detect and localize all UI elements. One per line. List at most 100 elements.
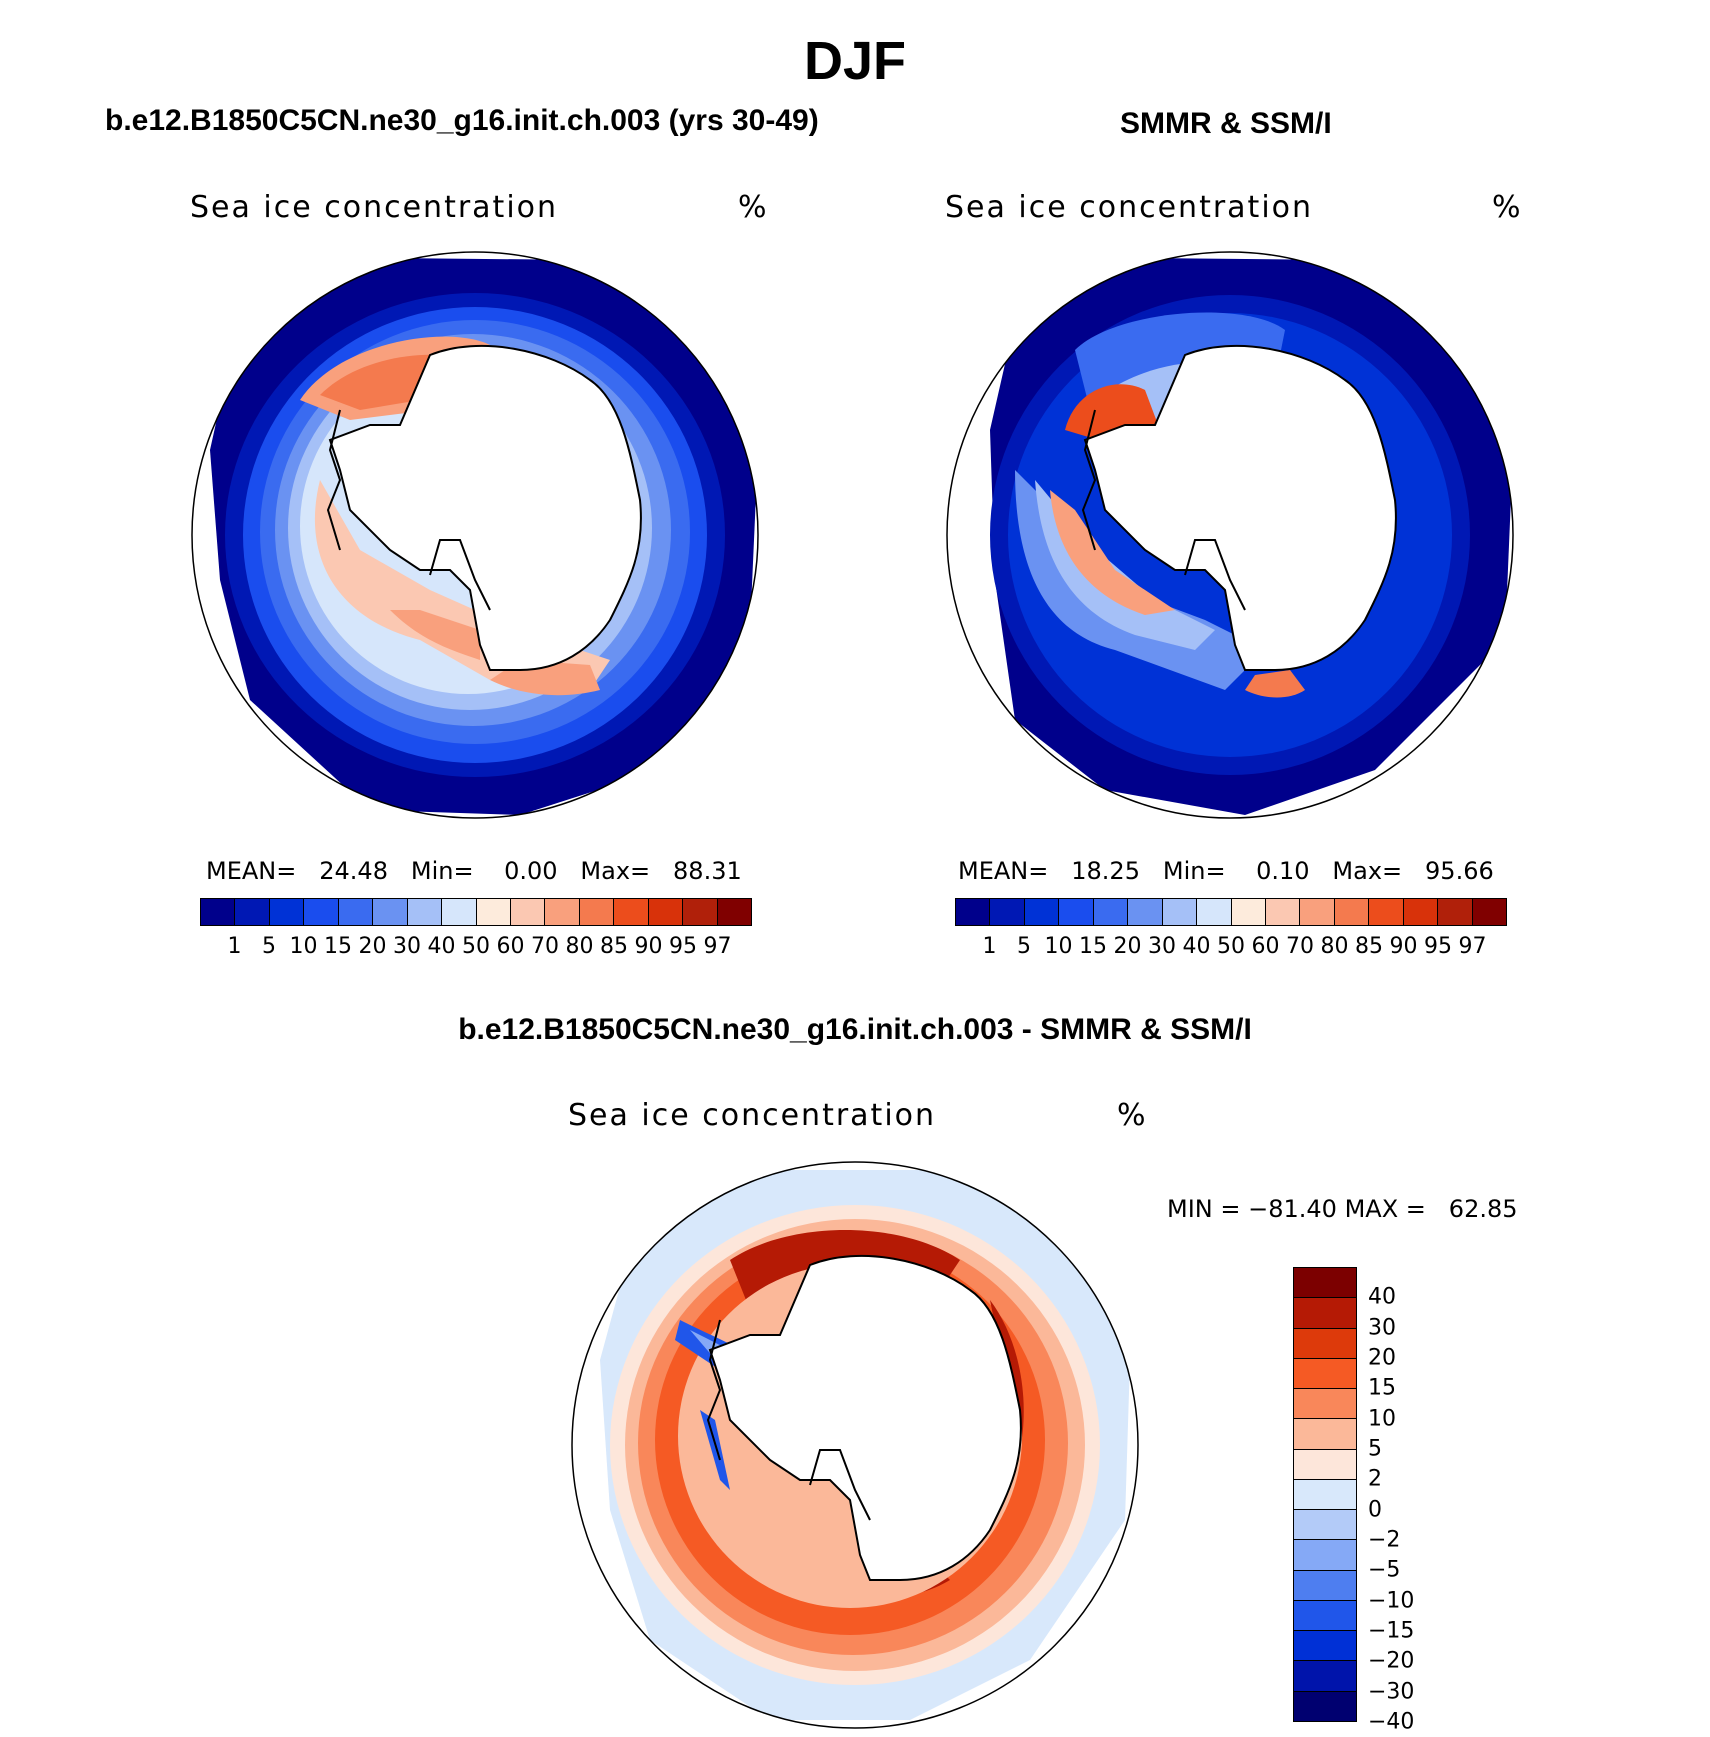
obs-colorbar-labels: 1 5 10 15 20 30 40 50 60 70 80 85 90 95 97 bbox=[955, 934, 1507, 962]
diff-colorbar bbox=[1293, 1267, 1357, 1722]
obs-colorbar-tick-label: 85 bbox=[1355, 934, 1383, 959]
diff-colorbar-tick-label: −15 bbox=[1368, 1618, 1415, 1644]
obs-sea-ice-field bbox=[947, 252, 1513, 818]
diff-colorbar-tick-label: 40 bbox=[1368, 1284, 1396, 1310]
model-colorbar-swatch bbox=[476, 899, 511, 925]
model-colorbar-swatch bbox=[683, 899, 718, 925]
obs-colorbar-swatch bbox=[1093, 899, 1129, 925]
model-polar-map bbox=[191, 251, 759, 819]
model-colorbar-swatch bbox=[579, 899, 615, 925]
obs-colorbar bbox=[955, 898, 1507, 926]
model-mean-value: 24.48 bbox=[319, 857, 388, 885]
diff-sea-ice-field bbox=[572, 1162, 1138, 1728]
model-colorbar-swatch bbox=[304, 899, 339, 925]
obs-colorbar-tick-label: 70 bbox=[1286, 934, 1314, 959]
diff-units: % bbox=[1117, 1098, 1148, 1133]
obs-colorbar-tick-label: 95 bbox=[1424, 934, 1452, 959]
diff-colorbar-swatch bbox=[1294, 1540, 1356, 1571]
diff-colorbar-labels: 40 30 20 15 10 5 2 0 −2 −5 −10 −15 −20 −30 −40 bbox=[1368, 1267, 1488, 1735]
diff-max-value: 62.85 bbox=[1448, 1195, 1518, 1223]
model-colorbar-swatch bbox=[269, 899, 305, 925]
model-colorbar-swatch bbox=[717, 899, 751, 925]
obs-colorbar-tick-label: 50 bbox=[1217, 934, 1245, 959]
obs-colorbar-tick-label: 1 bbox=[982, 934, 997, 959]
obs-colorbar-tick-label: 90 bbox=[1389, 934, 1418, 959]
model-colorbar-labels: 1 5 10 15 20 30 40 50 60 70 80 85 90 95 97 bbox=[200, 934, 752, 962]
model-max-value: 88.31 bbox=[673, 857, 742, 885]
model-colorbar bbox=[200, 898, 752, 926]
diff-min-label: MIN = bbox=[1167, 1195, 1241, 1223]
model-colorbar-tick-label: 95 bbox=[669, 934, 697, 959]
model-units: % bbox=[738, 190, 769, 225]
model-colorbar-tick-label: 1 bbox=[227, 934, 242, 959]
model-colorbar-swatch bbox=[510, 899, 546, 925]
obs-colorbar-swatch bbox=[1024, 899, 1060, 925]
model-colorbar-tick-label: 15 bbox=[324, 934, 352, 959]
obs-colorbar-tick-label: 60 bbox=[1251, 934, 1280, 959]
obs-stats: MEAN= 18.25 Min= 0.10 Max= 95.66 bbox=[958, 857, 1494, 885]
model-sea-ice-field bbox=[192, 252, 758, 818]
obs-colorbar-swatch bbox=[1059, 899, 1094, 925]
model-colorbar-tick-label: 50 bbox=[462, 934, 490, 959]
model-colorbar-tick-label: 5 bbox=[262, 934, 276, 959]
obs-colorbar-swatch bbox=[1369, 899, 1404, 925]
model-colorbar-tick-label: 70 bbox=[531, 934, 559, 959]
model-colorbar-swatch bbox=[235, 899, 270, 925]
obs-colorbar-tick-label: 40 bbox=[1182, 934, 1211, 959]
obs-colorbar-swatch bbox=[1472, 899, 1506, 925]
model-max-label: Max= bbox=[580, 857, 651, 885]
model-panel-title: b.e12.B1850C5CN.ne30_g16.init.ch.003 (yr… bbox=[105, 104, 819, 137]
obs-colorbar-tick-label: 80 bbox=[1320, 934, 1349, 959]
obs-polar-map bbox=[946, 251, 1514, 819]
diff-colorbar-tick-label: −20 bbox=[1368, 1648, 1415, 1674]
obs-max-value: 95.66 bbox=[1425, 857, 1494, 885]
obs-colorbar-tick-label: 97 bbox=[1458, 934, 1487, 959]
diff-colorbar-tick-label: 5 bbox=[1368, 1436, 1382, 1462]
model-colorbar-tick-label: 10 bbox=[289, 934, 318, 959]
obs-colorbar-swatch bbox=[990, 899, 1025, 925]
diff-colorbar-swatch bbox=[1294, 1661, 1356, 1692]
diff-colorbar-swatch bbox=[1294, 1328, 1356, 1359]
model-subtitle: Sea ice concentration bbox=[190, 190, 559, 225]
model-colorbar-swatch bbox=[338, 899, 374, 925]
obs-colorbar-swatch bbox=[1197, 899, 1232, 925]
diff-colorbar-swatch bbox=[1294, 1419, 1356, 1450]
obs-max-label: Max= bbox=[1332, 857, 1403, 885]
diff-colorbar-tick-label: −40 bbox=[1368, 1709, 1415, 1735]
diff-colorbar-swatch bbox=[1294, 1479, 1356, 1511]
model-colorbar-swatch bbox=[407, 899, 443, 925]
model-colorbar-swatch bbox=[545, 899, 580, 925]
model-colorbar-tick-label: 85 bbox=[600, 934, 628, 959]
obs-colorbar-tick-label: 20 bbox=[1113, 934, 1142, 959]
obs-colorbar-swatch bbox=[1438, 899, 1473, 925]
model-colorbar-swatch bbox=[373, 899, 408, 925]
diff-colorbar-tick-label: 0 bbox=[1368, 1497, 1382, 1523]
diff-min-value: −81.40 bbox=[1248, 1195, 1337, 1223]
obs-colorbar-swatch bbox=[1265, 899, 1301, 925]
obs-panel-title: SMMR & SSM/I bbox=[1120, 107, 1332, 140]
obs-colorbar-tick-label: 30 bbox=[1148, 934, 1176, 959]
model-min-value: 0.00 bbox=[504, 857, 558, 885]
model-colorbar-tick-label: 80 bbox=[565, 934, 594, 959]
obs-colorbar-swatch bbox=[1334, 899, 1370, 925]
diff-colorbar-swatch bbox=[1294, 1358, 1356, 1390]
obs-units: % bbox=[1492, 190, 1523, 225]
diff-colorbar-tick-label: 30 bbox=[1368, 1315, 1396, 1341]
diff-colorbar-swatch bbox=[1294, 1631, 1356, 1662]
obs-mean-value: 18.25 bbox=[1071, 857, 1140, 885]
model-colorbar-tick-label: 97 bbox=[703, 934, 732, 959]
diff-colorbar-tick-label: 10 bbox=[1368, 1406, 1396, 1432]
obs-colorbar-tick-label: 5 bbox=[1017, 934, 1031, 959]
diff-colorbar-tick-label: 20 bbox=[1368, 1345, 1396, 1371]
diff-colorbar-tick-label: 2 bbox=[1368, 1466, 1382, 1492]
diff-colorbar-swatch bbox=[1294, 1389, 1356, 1420]
model-colorbar-tick-label: 60 bbox=[496, 934, 525, 959]
obs-colorbar-swatch bbox=[956, 899, 991, 925]
obs-colorbar-tick-label: 10 bbox=[1044, 934, 1073, 959]
model-colorbar-tick-label: 20 bbox=[358, 934, 387, 959]
model-colorbar-tick-label: 40 bbox=[427, 934, 456, 959]
model-stats: MEAN= 24.48 Min= 0.00 Max= 88.31 bbox=[206, 857, 742, 885]
model-colorbar-tick-label: 30 bbox=[393, 934, 421, 959]
model-colorbar-swatch bbox=[648, 899, 684, 925]
obs-colorbar-swatch bbox=[1162, 899, 1198, 925]
